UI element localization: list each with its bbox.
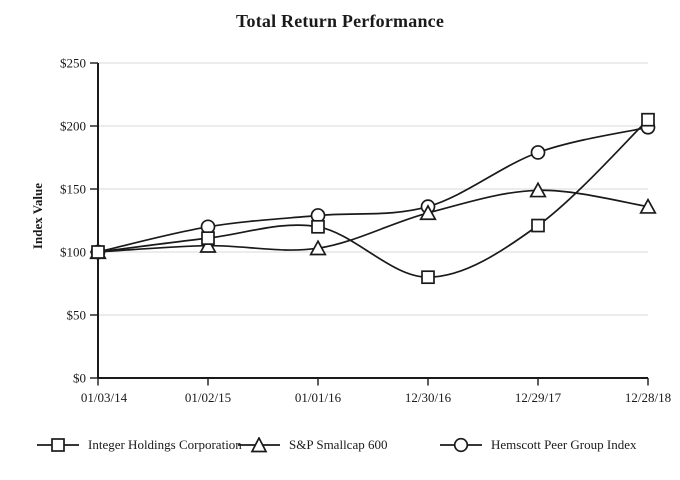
legend-item-hemscott-peer-group: Hemscott Peer Group Index xyxy=(440,436,637,454)
y-tick-label: $150 xyxy=(60,182,86,197)
data-point-integer-holdings-corporation xyxy=(641,112,655,127)
chart-title: Total Return Performance xyxy=(235,11,445,31)
legend-label: Hemscott Peer Group Index xyxy=(491,437,637,452)
data-point-s-p-smallcap-600 xyxy=(639,197,657,214)
x-tick-label: 12/30/16 xyxy=(405,390,452,405)
data-point-integer-holdings-corporation xyxy=(311,219,325,234)
legend-item-integer-holdings: Integer Holdings Corporation xyxy=(37,436,242,454)
y-tick-label: $250 xyxy=(60,56,86,71)
data-point-s-p-smallcap-600 xyxy=(419,204,437,221)
series-line-s-p-smallcap-600 xyxy=(97,189,649,253)
data-point-integer-holdings-corporation xyxy=(421,270,435,285)
square-marker-icon xyxy=(37,438,79,452)
data-point-integer-holdings-corporation xyxy=(201,231,215,245)
triangle-marker-icon xyxy=(238,437,280,453)
y-tick-label: $50 xyxy=(67,308,87,323)
x-tick-label: 01/01/16 xyxy=(295,390,342,405)
x-tick-label: 12/28/18 xyxy=(625,390,671,405)
x-tick-label: 12/29/17 xyxy=(515,390,562,405)
y-tick-label: $100 xyxy=(60,245,86,260)
y-tick-label: $200 xyxy=(60,119,86,134)
data-point-integer-holdings-corporation xyxy=(531,218,545,233)
x-tick-label: 01/03/14 xyxy=(81,390,128,405)
y-tick-label: $0 xyxy=(73,371,86,386)
data-point-hemscott-peer-group-index xyxy=(530,145,546,160)
circle-marker-icon xyxy=(440,437,482,453)
x-tick-label: 01/02/15 xyxy=(185,390,231,405)
legend: Integer Holdings Corporation S&P Smallca… xyxy=(0,436,680,456)
data-point-s-p-smallcap-600 xyxy=(309,239,327,256)
legend-label: S&P Smallcap 600 xyxy=(289,437,388,452)
data-point-s-p-smallcap-600 xyxy=(199,236,217,253)
legend-label: Integer Holdings Corporation xyxy=(88,437,242,452)
legend-item-sp-smallcap-600: S&P Smallcap 600 xyxy=(238,436,387,454)
series-line-hemscott-peer-group-index xyxy=(97,126,649,253)
series-line-integer-holdings-corporation xyxy=(97,119,649,279)
data-point-integer-holdings-corporation xyxy=(91,245,105,259)
data-point-s-p-smallcap-600 xyxy=(529,181,547,198)
